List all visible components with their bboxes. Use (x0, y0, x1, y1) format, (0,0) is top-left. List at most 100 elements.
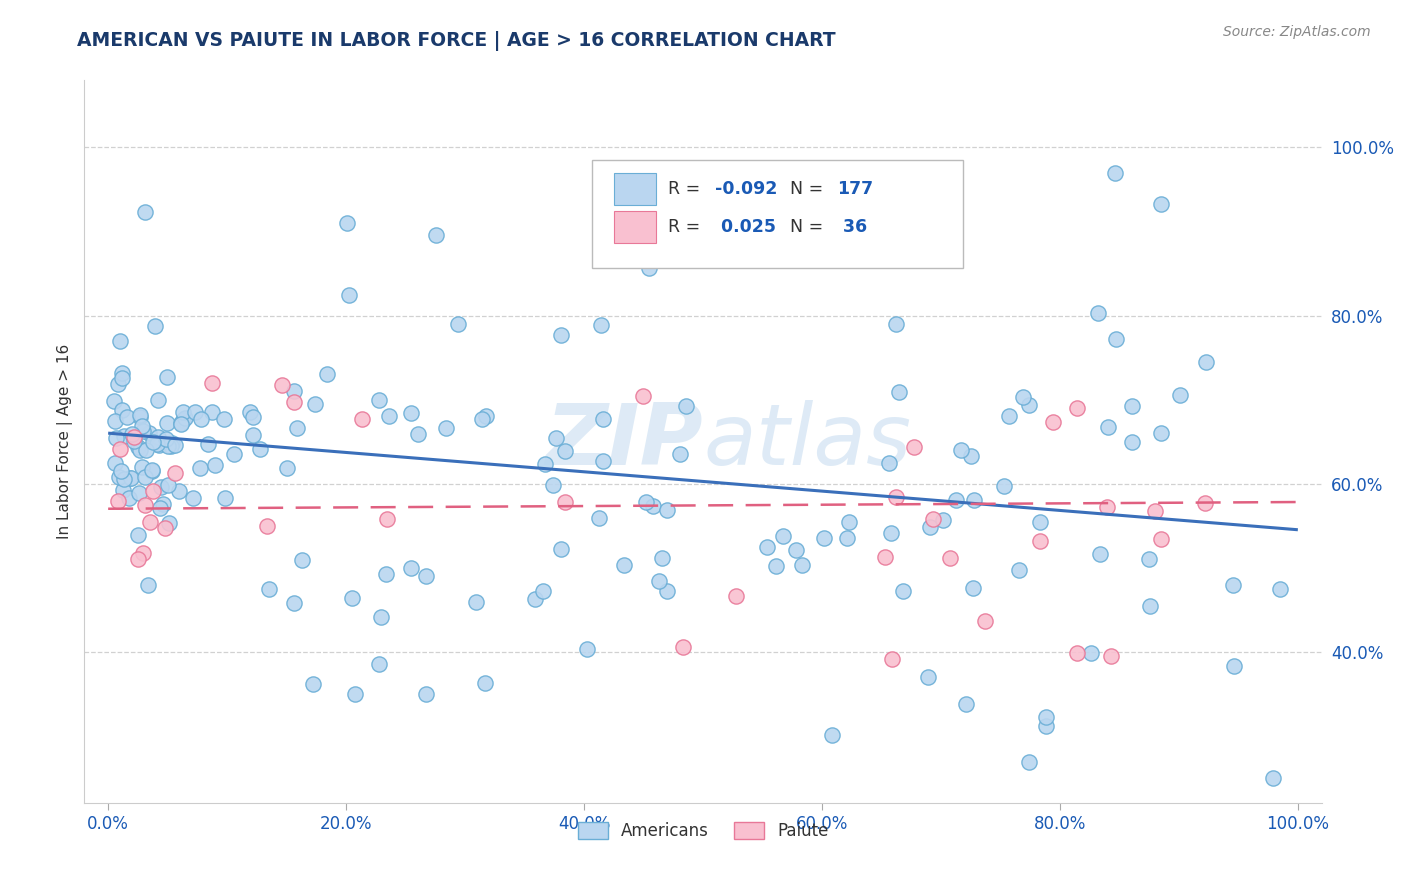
Text: R =: R = (668, 218, 706, 236)
Americans (170, 416, 193, 430)
Americans (378, 409, 401, 423)
Americans (475, 409, 498, 424)
Americans (541, 478, 564, 492)
Paiute (724, 590, 747, 604)
Americans (960, 449, 983, 463)
Americans (142, 434, 165, 449)
Americans (160, 439, 183, 453)
Americans (641, 499, 664, 513)
Americans (523, 592, 546, 607)
Americans (120, 471, 142, 485)
Text: ZIP: ZIP (546, 400, 703, 483)
Americans (1121, 434, 1143, 449)
Paiute (270, 378, 292, 392)
Americans (242, 427, 264, 442)
Text: -0.092: -0.092 (716, 179, 778, 198)
Americans (107, 377, 129, 392)
Paiute (1029, 534, 1052, 549)
Americans (879, 456, 901, 470)
Americans (955, 697, 977, 711)
Americans (131, 419, 153, 434)
Americans (592, 412, 614, 426)
Americans (156, 439, 179, 453)
Americans (465, 595, 488, 609)
Americans (108, 334, 131, 349)
Americans (160, 436, 183, 450)
Americans (1088, 547, 1111, 561)
Americans (891, 584, 914, 599)
Americans (1139, 599, 1161, 613)
Americans (242, 409, 264, 424)
Americans (111, 366, 134, 380)
Americans (212, 412, 235, 426)
Americans (222, 447, 245, 461)
Americans (134, 205, 156, 219)
Americans (613, 558, 636, 573)
Americans (772, 528, 794, 542)
Americans (471, 412, 494, 426)
Americans (648, 574, 671, 589)
Americans (136, 578, 159, 592)
Americans (121, 427, 143, 442)
Americans (918, 520, 941, 534)
Paiute (1066, 401, 1088, 416)
Paiute (124, 430, 146, 444)
Text: atlas: atlas (703, 400, 911, 483)
Paiute (375, 512, 398, 526)
Americans (340, 591, 363, 606)
Americans (170, 417, 193, 431)
Americans (370, 609, 392, 624)
Americans (931, 513, 953, 527)
Americans (917, 670, 939, 684)
Americans (588, 511, 610, 525)
Americans (1195, 355, 1218, 369)
Paiute (631, 389, 654, 403)
Americans (1150, 197, 1173, 211)
Paiute (201, 376, 224, 390)
Americans (950, 443, 973, 458)
Americans (343, 687, 366, 701)
Americans (174, 411, 197, 425)
Americans (214, 491, 236, 505)
Americans (249, 442, 271, 456)
Americans (276, 460, 298, 475)
Americans (962, 581, 984, 595)
Americans (415, 687, 437, 701)
Americans (963, 492, 986, 507)
Americans (887, 385, 910, 400)
Americans (172, 405, 194, 419)
Y-axis label: In Labor Force | Age > 16: In Labor Force | Age > 16 (58, 344, 73, 539)
FancyBboxPatch shape (614, 211, 657, 243)
Americans (1035, 710, 1057, 724)
Americans (287, 421, 309, 435)
Americans (880, 526, 903, 541)
Text: R =: R = (668, 179, 706, 198)
Americans (304, 397, 326, 411)
Americans (127, 440, 149, 454)
Americans (118, 471, 141, 485)
Americans (1121, 399, 1143, 413)
Paiute (1144, 504, 1167, 518)
Paiute (142, 483, 165, 498)
Americans (184, 405, 207, 419)
Americans (111, 402, 134, 417)
Americans (283, 384, 305, 398)
Americans (104, 456, 127, 470)
Paiute (132, 546, 155, 560)
Americans (118, 491, 141, 505)
Americans (792, 558, 814, 572)
Americans (336, 216, 359, 230)
Americans (103, 394, 125, 409)
Americans (337, 287, 360, 301)
Americans (188, 461, 211, 475)
Americans (1222, 578, 1244, 592)
Paiute (1150, 533, 1173, 547)
Americans (1104, 166, 1126, 180)
Americans (283, 596, 305, 610)
Americans (301, 677, 323, 691)
Americans (135, 442, 157, 457)
Americans (190, 411, 212, 425)
Paiute (256, 519, 278, 533)
Americans (531, 583, 554, 598)
Americans (111, 371, 134, 385)
